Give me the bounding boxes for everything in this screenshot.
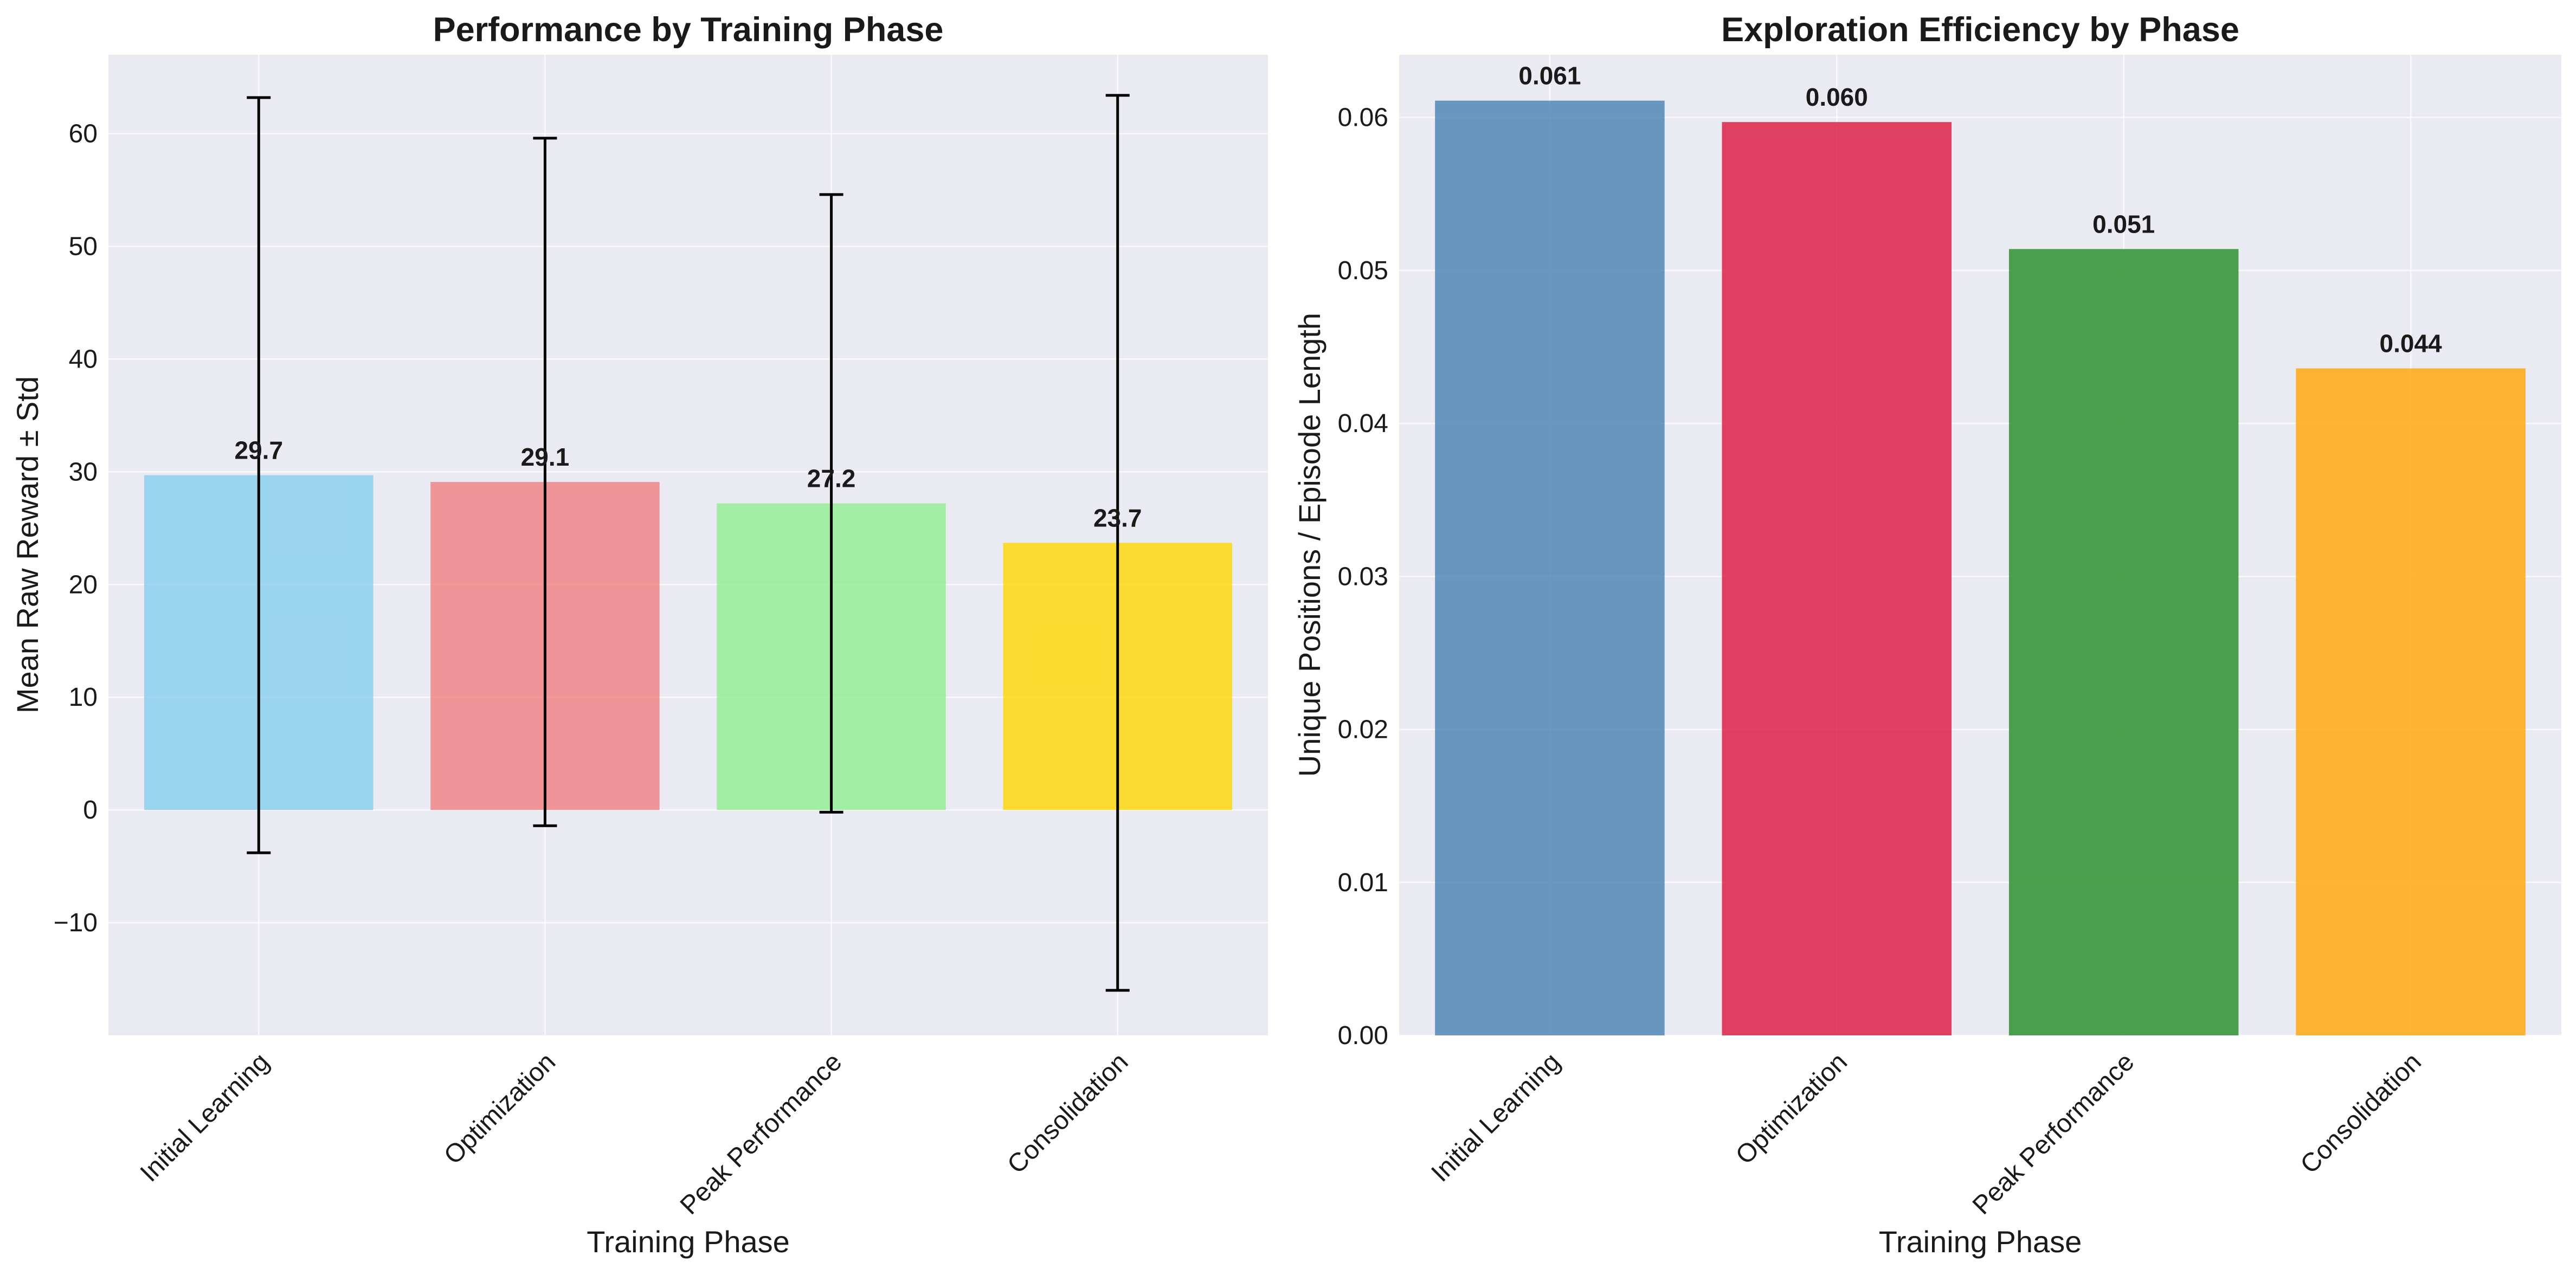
bar-value-label: 0.044 <box>2380 330 2443 358</box>
bar <box>2296 368 2526 1036</box>
x-tick-label: Consolidation <box>2295 1047 2427 1179</box>
y-tick-label: 10 <box>69 683 98 712</box>
x-tick-label: Optimization <box>1730 1047 1853 1170</box>
chart-performance-by-phase: 29.7 29.1 27.2 23.7 −10 0 10 20 30 40 50 60 Initia… <box>10 11 1268 1259</box>
y-tick-label: 20 <box>69 570 98 599</box>
bar-value-label: 27.2 <box>807 465 856 493</box>
y-tick-label: 60 <box>69 120 98 149</box>
y-tick-label: 0.06 <box>1338 104 1388 132</box>
bar-value-label: 29.1 <box>521 443 570 471</box>
bar-value-label: 23.7 <box>1093 504 1142 532</box>
y-tick-label: 50 <box>69 232 98 261</box>
x-axis-label: Training Phase <box>1879 1225 2082 1259</box>
y-tick-label: 30 <box>69 458 98 486</box>
x-axis-ticks: Initial Learning Optimization Peak Perform… <box>135 1047 1134 1220</box>
y-tick-label: −10 <box>54 909 98 937</box>
y-tick-label: 0.04 <box>1338 409 1388 438</box>
y-axis-label: Unique Positions / Episode Length <box>1292 313 1326 777</box>
x-tick-label: Initial Learning <box>1426 1047 1566 1187</box>
y-tick-label: 0.02 <box>1338 716 1388 744</box>
y-tick-label: 0 <box>83 796 98 825</box>
bar-group: 29.7 29.1 27.2 23.7 <box>144 94 1232 992</box>
x-tick-label: Initial Learning <box>135 1047 275 1187</box>
x-axis-ticks: Initial Learning Optimization Peak Perform… <box>1426 1047 2426 1220</box>
bar-value-label: 0.061 <box>1518 62 1581 90</box>
x-tick-label: Peak Performance <box>1967 1047 2140 1220</box>
y-tick-label: 0.05 <box>1338 256 1388 285</box>
y-axis-ticks: 0.00 0.01 0.02 0.03 0.04 0.05 0.06 <box>1338 104 1388 1050</box>
chart-title: Exploration Efficiency by Phase <box>1721 11 2239 49</box>
x-tick-label: Consolidation <box>1002 1047 1134 1179</box>
bar <box>1435 100 1665 1036</box>
bar-value-label: 29.7 <box>235 436 284 465</box>
y-tick-label: 0.01 <box>1338 868 1388 897</box>
chart-title: Performance by Training Phase <box>433 11 944 49</box>
bar <box>2008 249 2239 1035</box>
x-tick-label: Optimization <box>439 1047 561 1170</box>
bar <box>1722 122 1952 1036</box>
y-tick-label: 0.03 <box>1338 562 1388 591</box>
y-tick-label: 0.00 <box>1338 1021 1388 1050</box>
bar-value-label: 0.051 <box>2092 210 2155 238</box>
y-axis-ticks: −10 0 10 20 30 40 50 60 <box>54 120 98 938</box>
bar-value-label: 0.060 <box>1806 83 1868 111</box>
x-axis-label: Training Phase <box>587 1225 790 1259</box>
y-tick-label: 40 <box>69 345 98 374</box>
y-axis-label: Mean Raw Reward ± Std <box>10 376 44 713</box>
bar-group: 0.061 0.060 0.051 0.044 <box>1435 62 2526 1036</box>
x-tick-label: Peak Performance <box>675 1047 848 1220</box>
